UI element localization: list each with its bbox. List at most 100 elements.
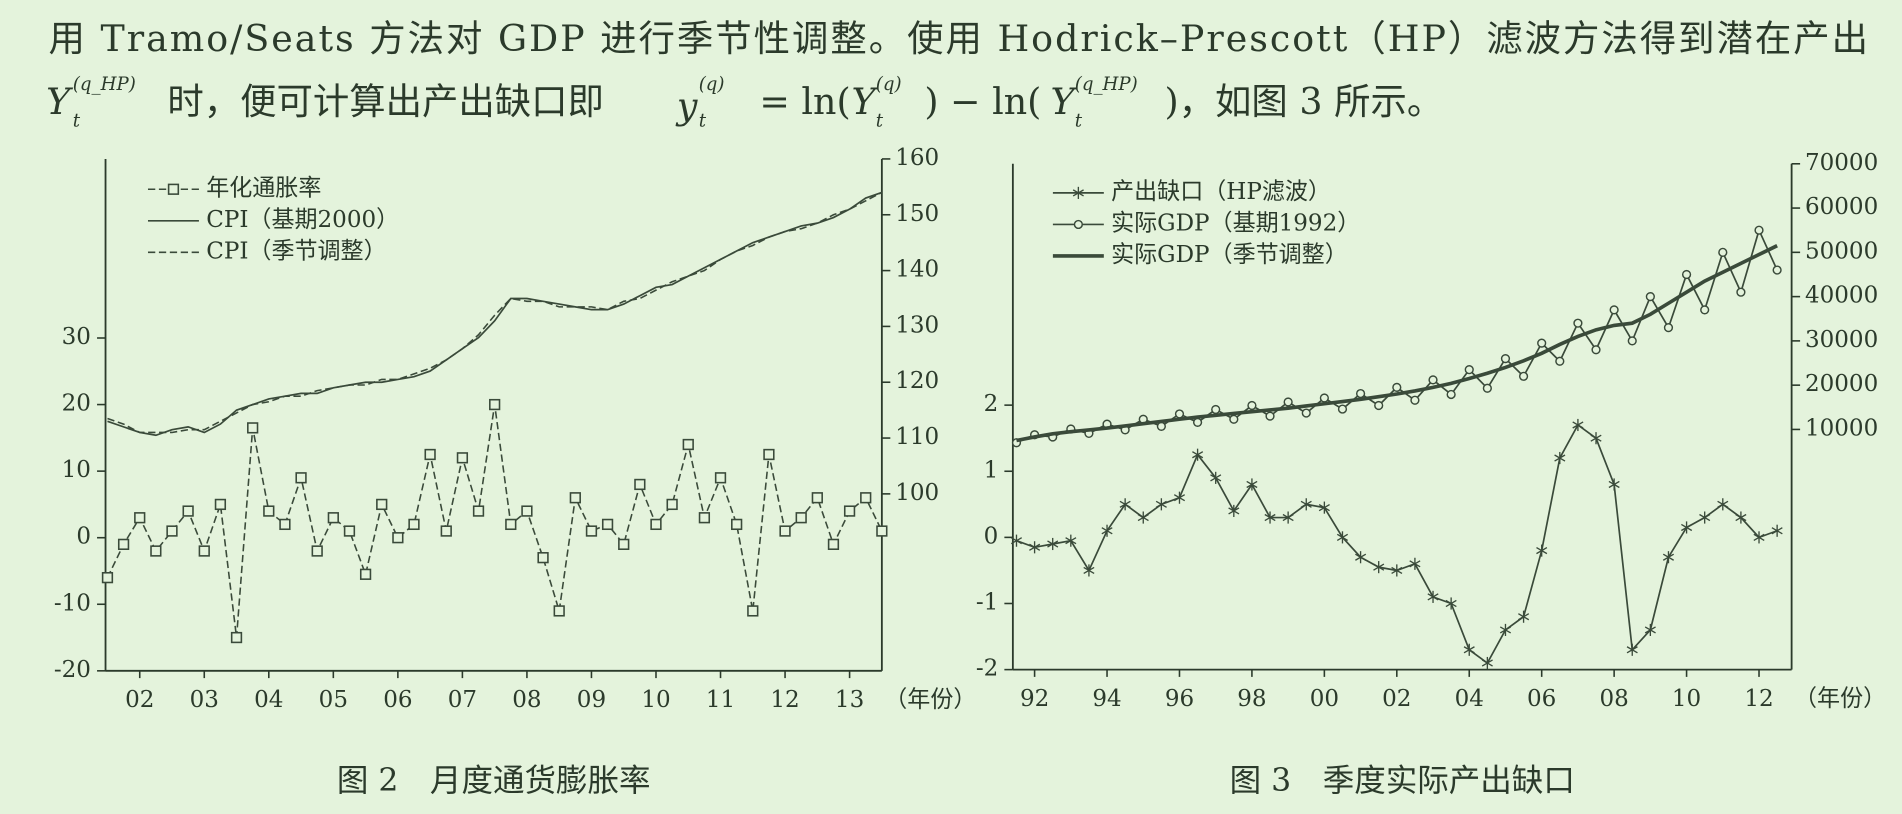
marker-stroke	[1463, 646, 1475, 654]
y2-tick-label: 20000	[1805, 371, 1878, 397]
marker	[569, 492, 581, 504]
marker-stroke	[1264, 513, 1276, 522]
marker	[198, 545, 210, 557]
marker	[279, 518, 291, 531]
marker	[1010, 534, 1023, 547]
marker	[134, 512, 146, 524]
marker	[1119, 498, 1131, 511]
marker	[1681, 521, 1693, 534]
marker	[1392, 382, 1402, 392]
marker-stroke	[1210, 474, 1222, 482]
marker	[1590, 432, 1602, 445]
marker	[601, 518, 614, 531]
marker	[1555, 356, 1565, 366]
marker	[1228, 504, 1240, 517]
marker	[1608, 478, 1620, 491]
marker	[489, 398, 501, 411]
x-tick-label: 05	[319, 687, 348, 713]
x-tick-label: 13	[835, 687, 864, 713]
y2-tick-label: 70000	[1805, 150, 1878, 176]
legend-label: 实际GDP（基期1992）	[1111, 210, 1360, 236]
x-tick-label: 02	[125, 687, 154, 713]
marker-stroke	[1771, 527, 1783, 535]
math: (q)	[699, 74, 725, 95]
marker-stroke	[1072, 189, 1084, 197]
marker	[1247, 400, 1257, 411]
marker	[1137, 511, 1149, 524]
marker	[537, 552, 549, 564]
y-tick-label: 1	[984, 457, 999, 483]
marker	[843, 505, 856, 517]
marker	[1609, 305, 1619, 315]
marker-stroke	[1318, 504, 1330, 512]
legend-label: 产出缺口（HP滤波）	[1111, 179, 1331, 205]
y2-tick-label: 60000	[1805, 194, 1878, 220]
marker	[166, 525, 178, 537]
marker-stroke	[1173, 494, 1186, 502]
marker-stroke	[1481, 659, 1493, 667]
marker	[1699, 511, 1711, 524]
marker-stroke	[1355, 553, 1367, 561]
marker	[1192, 448, 1204, 461]
marker	[1211, 404, 1221, 415]
marker	[247, 422, 259, 434]
marker	[1518, 610, 1530, 623]
series-line	[1016, 244, 1778, 443]
marker-stroke	[1282, 513, 1294, 522]
x-tick-label: 06	[1527, 686, 1556, 712]
marker	[1282, 511, 1294, 524]
x-tick-label: 04	[254, 687, 283, 713]
marker	[1155, 498, 1167, 511]
paragraph-line: 用 Tramo/Seats 方法对 GDP 进行季节性调整。使用 Hodrick…	[49, 17, 1869, 60]
x-axis-label: （年份）	[1794, 686, 1886, 712]
marker	[440, 525, 452, 537]
marker	[1173, 491, 1186, 504]
marker	[585, 525, 598, 537]
marker	[666, 498, 678, 511]
marker	[1337, 404, 1348, 414]
marker	[1772, 265, 1782, 275]
math: = ln(	[759, 80, 850, 123]
x-tick-label: 94	[1092, 686, 1121, 712]
marker-stroke	[1717, 500, 1729, 508]
marker	[1301, 408, 1311, 418]
marker	[1073, 219, 1083, 230]
marker	[1174, 409, 1185, 419]
marker	[1481, 656, 1493, 670]
marker-stroke	[1554, 454, 1566, 462]
marker	[505, 518, 517, 531]
figure-caption: 图 3 季度实际产出缺口	[1230, 763, 1575, 799]
marker	[1536, 544, 1548, 557]
marker	[1499, 623, 1512, 637]
marker	[1428, 375, 1438, 385]
marker	[1409, 557, 1421, 570]
series-line	[107, 191, 883, 437]
marker	[1336, 531, 1349, 544]
marker	[731, 518, 743, 531]
marker	[1265, 411, 1275, 421]
y2-tick-label: 30000	[1805, 327, 1878, 353]
y2-tick-label: 150	[895, 201, 939, 227]
marker-stroke	[1626, 646, 1638, 654]
marker-stroke	[1427, 593, 1439, 601]
x-tick-label: 08	[1599, 686, 1628, 712]
marker	[1264, 511, 1276, 524]
marker	[1229, 414, 1239, 424]
legend-label: CPI（基期2000）	[206, 207, 399, 233]
math: Y	[1050, 80, 1077, 123]
text: 时，便可计算出产出缺口即	[167, 80, 604, 123]
math: Y	[46, 80, 73, 123]
marker	[1029, 541, 1041, 554]
y-tick-label: -2	[976, 656, 998, 682]
marker	[1355, 551, 1367, 564]
marker	[182, 505, 194, 517]
marker-stroke	[1681, 523, 1693, 532]
x-tick-label: 12	[1744, 686, 1773, 712]
series-line	[106, 404, 883, 638]
marker	[1771, 524, 1783, 537]
x-tick-label: 00	[1310, 686, 1339, 712]
legend-label: CPI（季节调整）	[206, 238, 386, 264]
y-tick-label: -10	[54, 590, 91, 616]
marker-stroke	[1101, 527, 1113, 535]
marker	[1572, 418, 1584, 432]
